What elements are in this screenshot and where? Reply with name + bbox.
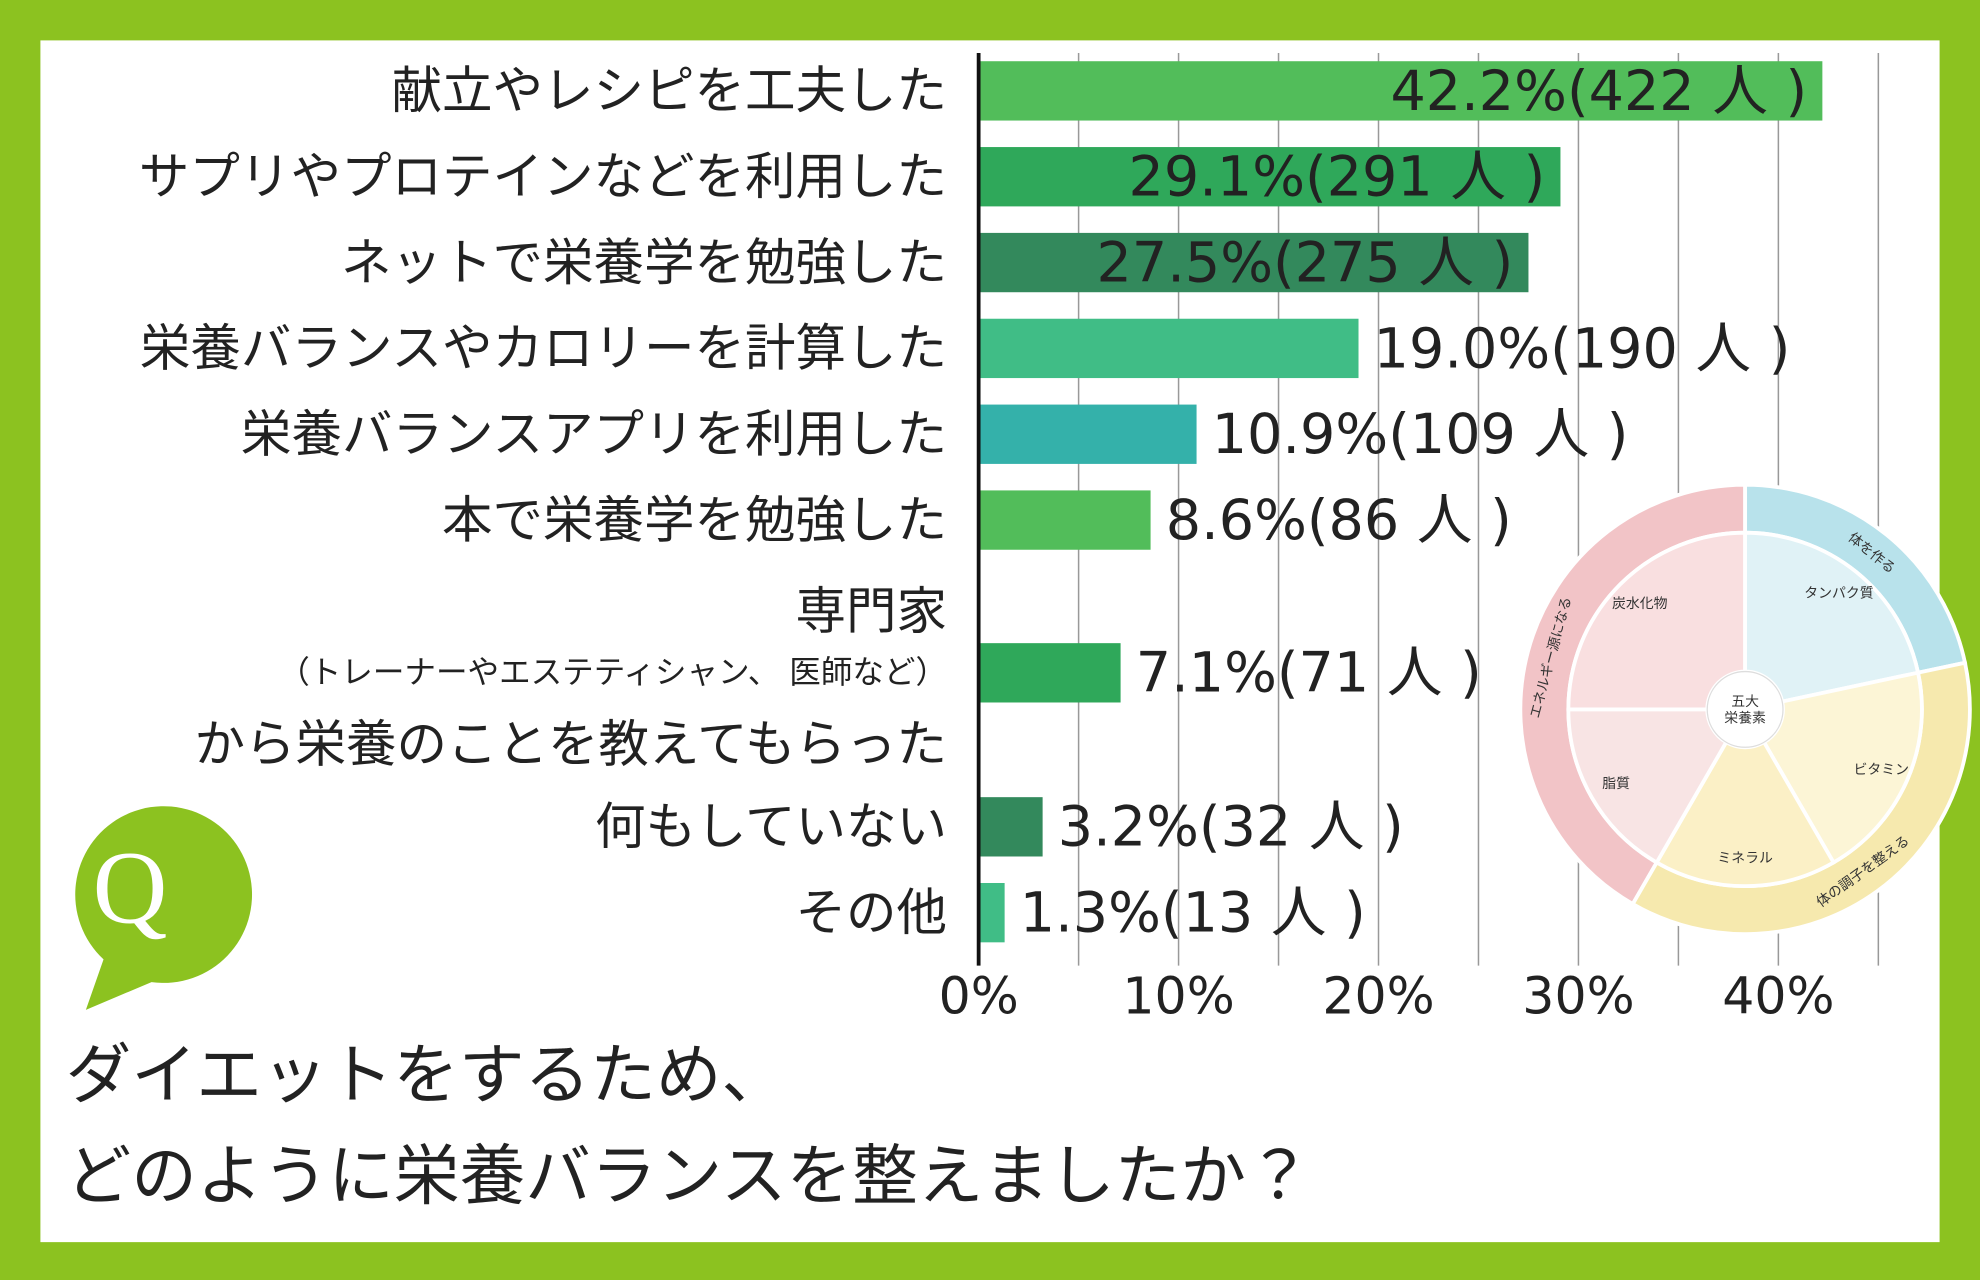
- bar: [978, 61, 1823, 121]
- bar: [978, 797, 1043, 857]
- x-tick-label: 0%: [939, 966, 1019, 1025]
- category-label: サプリやプロテインなどを利用した: [139, 147, 947, 206]
- category-label: 栄養バランスアプリを利用した: [241, 405, 947, 464]
- badge-shape: [75, 806, 253, 1010]
- category-label: 献立やレシピを工夫した: [391, 61, 947, 120]
- category-label: その他: [796, 883, 948, 942]
- value-label: 19.0%(190 人 ): [1374, 316, 1791, 381]
- category-label: ネットで栄養学を勉強した: [341, 233, 947, 292]
- nutrient-label: ミネラル: [1717, 850, 1773, 866]
- x-tick-label: 10%: [1122, 966, 1234, 1025]
- category-label: 本で栄養学を勉強した: [442, 490, 947, 549]
- wheel-center: [1706, 670, 1784, 748]
- category-label: 栄養バランスやカロリーを計算した: [140, 319, 947, 378]
- value-label: 7.1%(71 人 ): [1136, 641, 1482, 706]
- value-label: 42.2%(422 人 ): [1390, 59, 1807, 124]
- value-label: 10.9%(109 人 ): [1212, 402, 1629, 467]
- value-label: 27.5%(275 人 ): [1097, 230, 1514, 295]
- value-label: 8.6%(86 人 ): [1166, 488, 1512, 553]
- category-label: 何もしていない: [595, 797, 947, 856]
- wheel-center-label: 五大栄養素: [1724, 694, 1766, 726]
- bar: [978, 643, 1121, 703]
- value-label: 3.2%(32 人 ): [1058, 795, 1404, 860]
- nutrient-label: 脂質: [1602, 775, 1630, 792]
- bar: [978, 404, 1197, 464]
- bar: [978, 147, 1561, 207]
- nutrient-label: 炭水化物: [1612, 596, 1668, 612]
- value-label: 1.3%(13 人 ): [1020, 881, 1366, 946]
- chart-title: ダイエットをするため、どのように栄養バランスを整えましたか？: [66, 1037, 1312, 1214]
- x-tick-label: 40%: [1722, 966, 1834, 1025]
- category-label: 専門家から栄養のことを教えてもらった: [194, 581, 947, 773]
- nutrition-wheel: エネルギー源になる体を作る体の調子を整える炭水化物タンパク質ビタミンミネラル脂質…: [1518, 482, 1972, 936]
- bar: [978, 882, 1005, 943]
- x-tick-label: 30%: [1522, 966, 1634, 1025]
- category-note: （トレーナーやエステティシャン、 医師など）: [278, 655, 947, 691]
- badge-letter: Q: [93, 832, 168, 946]
- nutrient-label: ビタミン: [1853, 762, 1909, 778]
- bar: [978, 318, 1359, 379]
- nutrient-label: タンパク質: [1804, 585, 1874, 602]
- bar: [978, 232, 1529, 293]
- value-label: 29.1%(291 人 ): [1129, 145, 1546, 210]
- x-tick-label: 20%: [1322, 966, 1434, 1025]
- bar: [978, 490, 1151, 550]
